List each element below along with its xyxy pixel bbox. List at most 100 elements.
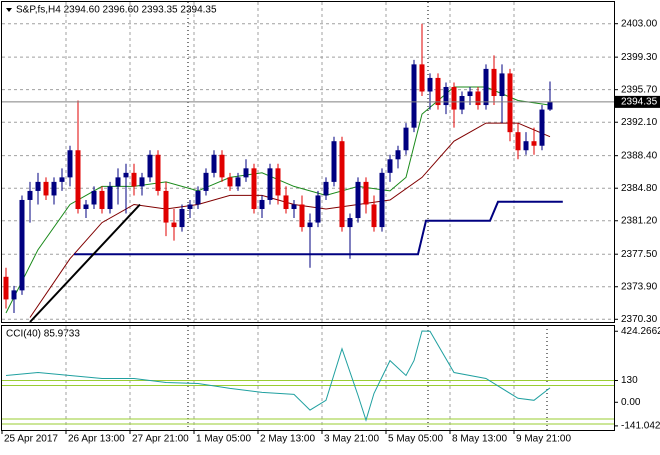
candle-body — [499, 73, 505, 97]
candle-body — [227, 177, 233, 187]
current-price-box — [615, 95, 660, 108]
candle-body — [467, 91, 473, 97]
y-tick-label: 2373.90 — [621, 281, 658, 292]
chart-title: S&P,fs,H4 2394.60 2396.60 2393.35 2394.3… — [16, 5, 217, 16]
candle-body — [59, 177, 65, 182]
candle-body — [515, 132, 521, 151]
candle-body — [379, 172, 385, 228]
candle-body — [51, 181, 57, 196]
candle-body — [483, 68, 489, 106]
main-frame — [1, 1, 615, 323]
candle-body — [307, 222, 313, 228]
candle-body — [203, 172, 209, 191]
candle-body — [451, 86, 457, 110]
overlay-line — [74, 200, 563, 256]
y-tick-label: 2370.30 — [621, 314, 658, 325]
candle-body — [347, 218, 353, 228]
candle-body — [491, 68, 497, 97]
candle-body — [155, 154, 161, 191]
candle-body — [187, 204, 193, 210]
candle-body — [75, 150, 81, 210]
candle-body — [83, 204, 89, 210]
candle-body — [419, 64, 425, 92]
x-tick-label: 9 May 21:00 — [516, 434, 571, 445]
candle-body — [259, 199, 265, 210]
candle-body — [475, 91, 481, 106]
candle-body — [395, 150, 401, 160]
x-tick-label: 25 Apr 2017 — [4, 434, 58, 445]
candle-body — [427, 77, 433, 92]
candle-body — [219, 154, 225, 178]
indicator-frame — [1, 325, 615, 431]
candle-body — [443, 86, 449, 106]
y-tick-label: 2395.70 — [621, 84, 658, 95]
candle-body — [387, 159, 393, 173]
candle-body — [531, 141, 537, 146]
candle-body — [27, 190, 33, 200]
candle-body — [99, 190, 105, 210]
x-tick-label: 27 Apr 21:00 — [132, 434, 189, 445]
x-tick-label: 1 May 05:00 — [196, 434, 251, 445]
candle-body — [243, 168, 249, 178]
y-tick-label: 130 — [621, 375, 638, 386]
y-tick-label: -141.0421 — [621, 421, 660, 432]
candle-body — [107, 186, 113, 210]
candle-body — [67, 150, 73, 178]
candle-body — [339, 141, 345, 228]
candle-body — [363, 181, 369, 205]
candle-body — [179, 209, 185, 228]
candle-body — [195, 190, 201, 205]
candle-body — [411, 64, 417, 128]
candle-body — [331, 141, 337, 182]
candle-body — [275, 168, 281, 196]
current-price-label: 2394.35 — [621, 97, 658, 108]
candle-body — [371, 204, 377, 228]
y-tick-label: 2381.20 — [621, 215, 658, 226]
candle-body — [43, 181, 49, 196]
candle-body — [299, 204, 305, 228]
y-tick-label: 2392.10 — [621, 117, 658, 128]
candle-body — [123, 172, 129, 178]
candle-body — [323, 181, 329, 196]
x-tick-label: 8 May 13:00 — [452, 434, 507, 445]
x-tick-label: 3 May 21:00 — [324, 434, 379, 445]
x-tick-label: 2 May 13:00 — [260, 434, 315, 445]
candle-body — [147, 154, 153, 178]
candle-body — [35, 181, 41, 191]
y-tick-label: 2377.50 — [621, 249, 658, 260]
x-tick-label: 26 Apr 13:00 — [68, 434, 125, 445]
candle-body — [19, 199, 25, 291]
candle-body — [507, 73, 513, 133]
candle-body — [235, 177, 241, 187]
candle-body — [283, 195, 289, 210]
candle-body — [11, 290, 17, 300]
candle-body — [547, 101, 553, 110]
candle-body — [291, 204, 297, 210]
candle-body — [3, 276, 9, 300]
candle-body — [171, 222, 177, 228]
indicator-line — [5, 330, 551, 422]
candle-body — [459, 96, 465, 110]
y-tick-label: 2388.40 — [621, 150, 658, 161]
candle-body — [403, 127, 409, 151]
candle-body — [355, 181, 361, 219]
y-tick-label: 2384.80 — [621, 183, 658, 194]
candle-body — [139, 177, 145, 187]
candle-body — [251, 168, 257, 210]
candle-body — [211, 154, 217, 173]
title-arrow — [6, 8, 12, 12]
y-tick-label: 2403.00 — [621, 18, 658, 29]
candle-body — [91, 190, 97, 205]
candle-body — [435, 77, 441, 106]
candle-body — [539, 109, 545, 146]
candle-body — [315, 195, 321, 223]
overlay-line — [29, 203, 141, 323]
candle-body — [131, 172, 137, 187]
y-tick-label: 2399.30 — [621, 52, 658, 63]
candle-body — [115, 177, 121, 187]
candle-body — [267, 168, 273, 200]
candle-body — [163, 190, 169, 223]
indicator-title: CCI(40) 85.9733 — [6, 329, 80, 340]
